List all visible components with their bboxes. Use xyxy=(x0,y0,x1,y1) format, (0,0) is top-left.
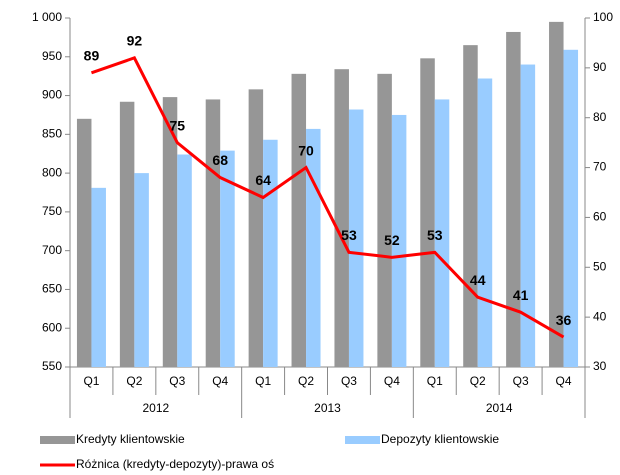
legend-label: Kredyty klientowskie xyxy=(76,432,185,446)
y-tick-label: 850 xyxy=(42,127,62,141)
bar xyxy=(162,97,178,368)
y2-tick-label: 90 xyxy=(593,60,607,74)
y-tick-label: 600 xyxy=(42,320,62,334)
x-tick-label: Q3 xyxy=(513,374,529,388)
bar xyxy=(306,128,321,367)
legend-swatch xyxy=(345,436,380,444)
x-tick-label: Q4 xyxy=(212,374,228,388)
x-tick-label: Q2 xyxy=(470,374,486,388)
x-group-label: 2014 xyxy=(486,401,513,415)
line xyxy=(90,56,565,339)
bar xyxy=(134,173,149,367)
data-label: 89 xyxy=(84,48,100,64)
bar xyxy=(91,187,106,367)
bar xyxy=(205,99,221,367)
y-tick-label: 650 xyxy=(42,282,62,296)
data-label: 53 xyxy=(341,227,357,243)
bar xyxy=(434,99,450,367)
y2-tick-label: 40 xyxy=(593,309,607,323)
bar xyxy=(334,69,349,367)
bar xyxy=(549,21,564,367)
y-tick-label: 550 xyxy=(42,359,62,373)
x-tick-label: Q4 xyxy=(384,374,400,388)
data-label: 52 xyxy=(384,232,400,248)
data-label: 44 xyxy=(470,272,486,288)
bar xyxy=(177,154,192,367)
bar xyxy=(520,64,536,368)
legend-swatch xyxy=(40,436,75,444)
legend-label: Depozyty klientowskie xyxy=(381,432,499,446)
x-group-label: 2013 xyxy=(314,401,341,415)
x-tick-label: Q4 xyxy=(556,374,572,388)
bar xyxy=(291,73,307,367)
bar xyxy=(348,109,364,367)
y2-tick-label: 80 xyxy=(593,110,607,124)
y-tick-label: 950 xyxy=(42,49,62,63)
legend-label: Różnica (kredyty-depozyty)-prawa oś xyxy=(76,457,274,471)
x-tick-label: Q1 xyxy=(427,374,443,388)
y-tick-label: 900 xyxy=(42,88,62,102)
data-label: 53 xyxy=(427,227,443,243)
y-tick-label: 750 xyxy=(42,204,62,218)
x-tick-label: Q2 xyxy=(126,374,142,388)
bar xyxy=(463,45,478,368)
y2-tick-label: 60 xyxy=(593,210,607,224)
bar xyxy=(377,73,392,367)
x-tick-label: Q3 xyxy=(341,374,357,388)
data-label: 75 xyxy=(170,117,186,133)
data-label: 92 xyxy=(127,33,143,49)
bar xyxy=(248,89,264,368)
y-tick-label: 800 xyxy=(42,165,62,179)
y-tick-label: 700 xyxy=(42,243,62,257)
x-tick-label: Q3 xyxy=(169,374,185,388)
bar xyxy=(477,78,493,367)
y2-tick-label: 70 xyxy=(593,160,607,174)
y2-tick-label: 30 xyxy=(593,359,607,373)
bar xyxy=(220,150,235,367)
data-label: 68 xyxy=(212,152,228,168)
x-tick-label: Q2 xyxy=(298,374,314,388)
data-label: 64 xyxy=(255,172,271,188)
data-label: 36 xyxy=(556,312,572,328)
bar xyxy=(563,49,579,367)
data-label: 70 xyxy=(298,142,314,158)
x-tick-label: Q1 xyxy=(255,374,271,388)
bar xyxy=(391,114,407,367)
bar xyxy=(506,31,521,368)
y2-tick-label: 50 xyxy=(593,259,607,273)
y2-tick-label: 100 xyxy=(593,10,613,24)
x-group-label: 2012 xyxy=(142,401,169,415)
bar xyxy=(420,58,435,367)
x-tick-label: Q1 xyxy=(83,374,99,388)
bar xyxy=(76,118,92,367)
y-tick-label: 1 000 xyxy=(32,10,62,24)
bar xyxy=(119,101,135,367)
data-label: 41 xyxy=(513,287,529,303)
